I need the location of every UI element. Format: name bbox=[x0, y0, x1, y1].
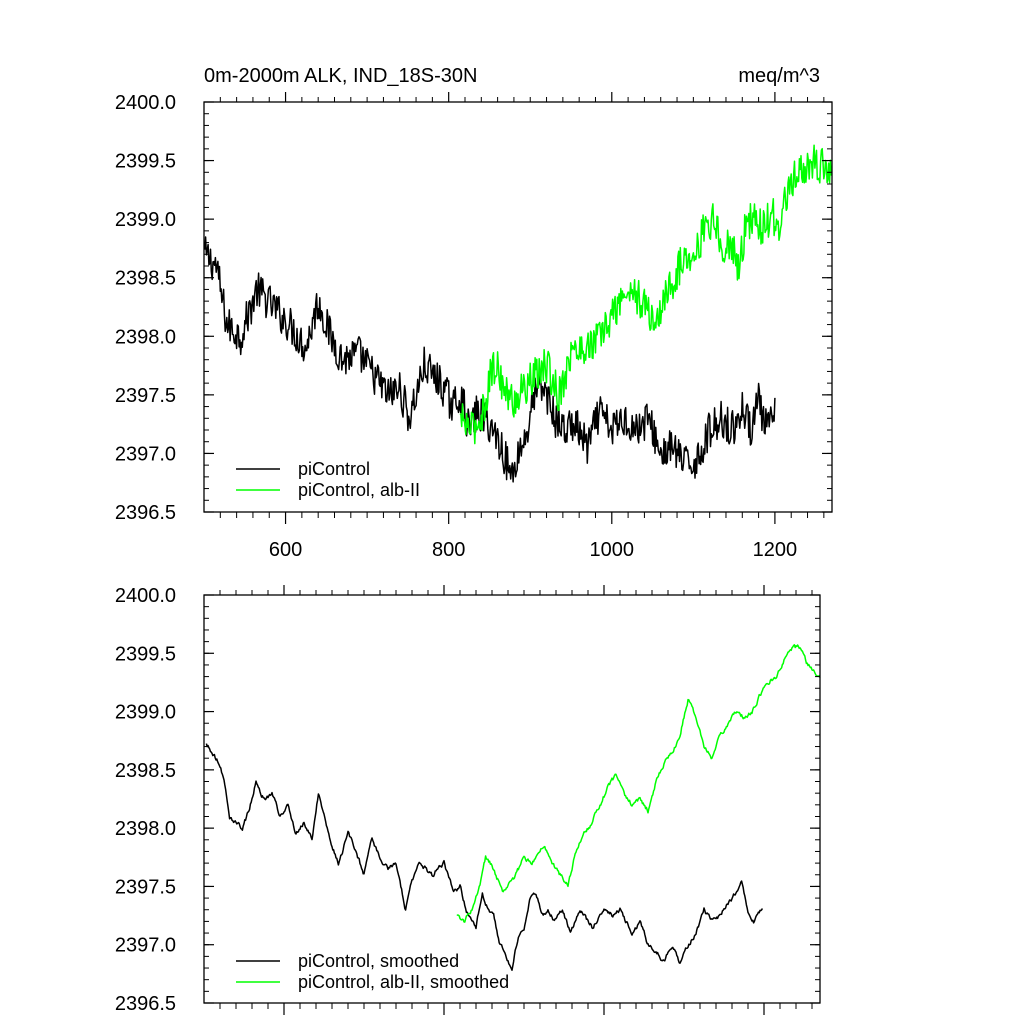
bottom-y-tick-label: 2399.5 bbox=[115, 643, 176, 665]
top-x-tick-label: 600 bbox=[269, 539, 302, 561]
top-y-tick-label: 2397.0 bbox=[115, 443, 176, 465]
top-x-tick-label: 1200 bbox=[753, 539, 798, 561]
legend-label-alb-ii: piControl, alb-II bbox=[298, 480, 420, 500]
bottom-y-tick-label: 2397.0 bbox=[115, 935, 176, 957]
top-y-tick-label: 2396.5 bbox=[115, 502, 176, 524]
top-y-tick-label: 2399.5 bbox=[115, 151, 176, 173]
top-y-tick-label: 2398.5 bbox=[115, 268, 176, 290]
bottom-series-line-1 bbox=[456, 644, 821, 923]
top-x-tick-label: 1000 bbox=[590, 539, 635, 561]
top-panel: 2396.5 2397.0 2397.5 2398.0 2398.5 2399.0 2399… bbox=[115, 92, 833, 561]
bottom-panel: 2396.5 2397.0 2397.5 2398.0 2398.5 2399.0 2399… bbox=[115, 585, 821, 1015]
top-x-tick-label: 800 bbox=[432, 539, 465, 561]
top-plot-frame bbox=[203, 101, 833, 513]
top-legend: piControl piControl, alb-II bbox=[236, 459, 420, 500]
top-series-line-1 bbox=[459, 144, 833, 445]
panel-title-left: 0m-2000m ALK, IND_18S-30N bbox=[204, 65, 477, 87]
top-y-tick-label: 2400.0 bbox=[115, 92, 176, 114]
bottom-legend: piControl, smoothed piControl, alb-II, s… bbox=[236, 951, 509, 992]
bottom-y-tick-label: 2396.5 bbox=[115, 993, 176, 1015]
top-y-tick-label: 2398.0 bbox=[115, 326, 176, 348]
bottom-y-tick-label: 2398.5 bbox=[115, 760, 176, 782]
panel-title-units: meq/m^3 bbox=[738, 65, 820, 87]
bottom-y-tick-label: 2398.0 bbox=[115, 818, 176, 840]
top-y-tick-label: 2397.5 bbox=[115, 385, 176, 407]
bottom-series-line-0 bbox=[205, 743, 764, 971]
top-series-line-0 bbox=[204, 236, 776, 483]
bottom-y-tick-label: 2397.5 bbox=[115, 876, 176, 898]
legend-label-alb-ii-smoothed: piControl, alb-II, smoothed bbox=[298, 972, 509, 992]
top-tick-layer: 2396.5 2397.0 2397.5 2398.0 2398.5 2399.0 2399… bbox=[115, 92, 832, 561]
legend-label-picontrol-smoothed: piControl, smoothed bbox=[298, 951, 459, 971]
top-series-layer bbox=[204, 144, 833, 483]
bottom-tick-layer: 2396.5 2397.0 2397.5 2398.0 2398.5 2399.0 2399… bbox=[115, 585, 820, 1015]
top-y-tick-label: 2399.0 bbox=[115, 209, 176, 231]
bottom-plot-frame bbox=[203, 594, 821, 1004]
legend-label-picontrol: piControl bbox=[298, 459, 370, 479]
bottom-series-layer bbox=[205, 644, 821, 971]
bottom-y-tick-label: 2400.0 bbox=[115, 585, 176, 607]
bottom-y-tick-label: 2399.0 bbox=[115, 702, 176, 724]
